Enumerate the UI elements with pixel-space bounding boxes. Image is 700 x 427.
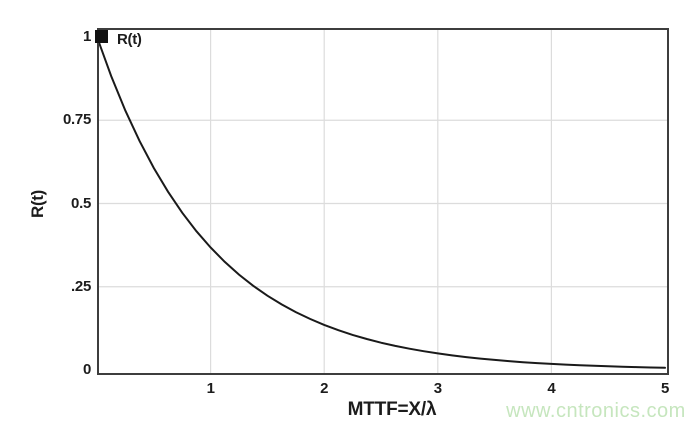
x-tick-label: 3: [433, 380, 442, 397]
y-tick-label: .25: [71, 277, 91, 295]
plot-area: [97, 28, 669, 375]
legend-marker-square-icon: [95, 30, 108, 43]
x-axis-title: MTTF=X/λ: [347, 399, 437, 420]
legend: R(t): [95, 30, 142, 47]
reliability-curve: [99, 39, 666, 369]
y-tick-label: 0: [82, 361, 91, 378]
curve-svg: [99, 30, 667, 373]
x-tick-label: 4: [547, 380, 556, 397]
x-tick-label: 1: [206, 380, 215, 397]
y-tick-label: 1: [82, 28, 91, 45]
y-axis-title: R(t): [28, 189, 47, 219]
x-tick-label: 2: [320, 380, 329, 397]
x-tick-label: 5: [660, 380, 670, 397]
legend-label: R(t): [117, 31, 142, 48]
y-tick-label: 0.5: [71, 194, 91, 212]
y-tick-label: 0.75: [63, 111, 91, 129]
watermark: www.cntronics.com: [506, 400, 686, 422]
